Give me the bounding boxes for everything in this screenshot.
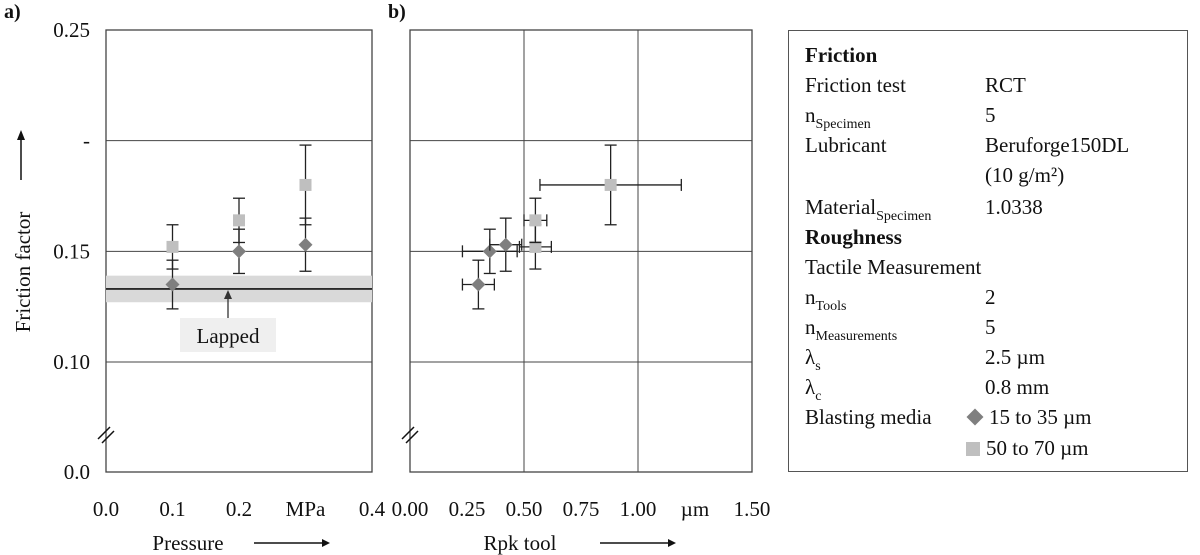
blasting-1-label: 15 to 35 µm xyxy=(989,405,1092,429)
friction-test-label: Friction test xyxy=(805,73,906,97)
material-base: Material xyxy=(805,195,877,219)
lambda-c-value: 0.8 mm xyxy=(985,375,1050,399)
n-specimen-value: 5 xyxy=(985,103,996,127)
chart-a-y-tick-label: 0.0 xyxy=(64,460,90,484)
lubricant-label: Lubricant xyxy=(805,133,887,157)
n-specimen-label: nSpecimen xyxy=(805,103,871,137)
chart-a-axis-break-mark xyxy=(97,426,111,440)
blasting-item-2: 50 to 70 µm xyxy=(966,436,1089,460)
chart-b-label: b) xyxy=(388,1,406,23)
chart-a: a) 0.0 0.1 0.2 MPa 0.4 Pressure 0.25 - 0.15 0.10 0.… xyxy=(4,1,386,555)
chart-a-x-tick-label: 0.1 xyxy=(159,497,185,521)
friction-test-value: RCT xyxy=(985,73,1026,97)
chart-a-x-tick-label: MPa xyxy=(286,497,326,521)
chart-b-x-tick-label: 0.00 xyxy=(392,497,429,521)
chart-a-y-tick-label: 0.10 xyxy=(53,350,90,374)
n-tools-sub: Tools xyxy=(815,299,847,314)
n-tools-value: 2 xyxy=(985,285,996,309)
chart-a-y-axis-arrowhead xyxy=(17,130,25,140)
chart-a-x-tick-label: 0.4 xyxy=(359,497,386,521)
chart-a-series-2-point-1-marker xyxy=(166,240,179,253)
chart-b-series-1-point-3-marker xyxy=(498,237,513,252)
chart-a-reference-arrowhead xyxy=(224,290,232,299)
chart-b: b) 0.00 0.25 0.50 0.75 1.00 µm 1.50 Rpk tool xyxy=(388,1,770,555)
chart-a-series-2-point-2-marker xyxy=(233,214,245,227)
chart-a-x-axis-label: Pressure xyxy=(152,531,223,555)
chart-b-series-1-point-2-marker xyxy=(482,244,497,259)
lambda-c-label: λc xyxy=(805,375,821,409)
tactile-label: Tactile Measurement xyxy=(805,255,982,279)
chart-a-x-tick-label: 0.0 xyxy=(93,497,119,521)
blasting-2-label: 50 to 70 µm xyxy=(986,436,1089,460)
chart-b-x-tick-label: 0.25 xyxy=(449,497,486,521)
chart-a-y-tick-label: 0.15 xyxy=(53,239,90,263)
n-meas-value: 5 xyxy=(985,315,996,339)
friction-heading: Friction xyxy=(805,43,878,67)
n-meas-sub: Measurements xyxy=(815,329,898,344)
chart-b-axis-break-mark xyxy=(405,430,419,444)
lambda-c-base: λ xyxy=(805,375,816,399)
material-sub: Specimen xyxy=(876,209,932,224)
chart-b-x-axis-arrowhead xyxy=(668,539,676,547)
chart-b-x-tick-label: 1.50 xyxy=(734,497,771,521)
square-marker-icon xyxy=(966,442,980,456)
lambda-c-sub: c xyxy=(815,389,822,404)
n-tools-label: nTools xyxy=(805,285,846,319)
chart-a-axis-break-mark xyxy=(101,430,115,444)
chart-a-series-1-point-3-marker xyxy=(298,237,313,252)
lubricant-value: Beruforge150DL xyxy=(985,133,1130,157)
chart-b-x-tick-label: µm xyxy=(681,497,709,521)
n-specimen-sub: Specimen xyxy=(815,117,871,132)
chart-b-x-axis-label: Rpk tool xyxy=(484,531,557,555)
info-panel xyxy=(788,30,1188,472)
material-value: 1.0338 xyxy=(985,195,1043,219)
chart-a-y-axis-label: Friction factor xyxy=(11,212,35,333)
chart-a-x-tick-label: 0.2 xyxy=(226,497,252,521)
chart-a-reference-label: Lapped xyxy=(197,324,260,348)
n-meas-label: nMeasurements xyxy=(805,315,897,349)
chart-a-y-tick-label: - xyxy=(83,129,90,153)
chart-a-reference-callout-box xyxy=(180,318,276,352)
lambda-s-value: 2.5 µm xyxy=(985,345,1045,369)
chart-b-x-tick-label: 0.50 xyxy=(506,497,543,521)
chart-b-series-1-point-1-marker xyxy=(471,277,486,292)
chart-b-x-tick-label: 1.00 xyxy=(620,497,657,521)
chart-b-series-2-point-1-marker xyxy=(529,240,542,253)
chart-a-label: a) xyxy=(4,1,21,23)
diamond-marker-icon xyxy=(966,408,984,426)
n-meas-base: n xyxy=(805,315,816,339)
material-label: MaterialSpecimen xyxy=(805,195,931,229)
chart-a-x-axis-arrowhead xyxy=(322,539,330,547)
n-tools-base: n xyxy=(805,285,816,309)
chart-a-series-2-point-3-marker xyxy=(299,178,312,191)
lambda-s-label: λs xyxy=(805,345,821,379)
chart-a-series-1-point-2-marker xyxy=(232,244,246,259)
blasting-item-1: 15 to 35 µm xyxy=(966,405,1092,429)
lambda-s-sub: s xyxy=(815,359,821,374)
roughness-heading: Roughness xyxy=(805,225,902,249)
chart-b-axis-break-mark xyxy=(401,426,415,440)
chart-b-series-2-point-2-marker xyxy=(529,214,542,227)
lubricant-amount: (10 g/m²) xyxy=(985,163,1065,187)
chart-b-series-2-point-3-marker xyxy=(604,178,617,191)
chart-b-x-tick-label: 0.75 xyxy=(563,497,600,521)
chart-a-series-1-point-1-marker xyxy=(165,277,180,292)
blasting-label: Blasting media xyxy=(805,405,932,429)
chart-a-y-tick-label: 0.25 xyxy=(53,18,90,42)
n-specimen-base: n xyxy=(805,103,816,127)
lambda-s-base: λ xyxy=(805,345,816,369)
